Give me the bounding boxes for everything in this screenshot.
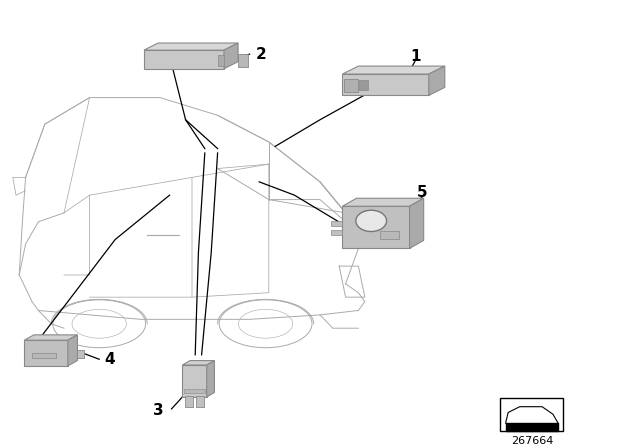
Text: 4: 4 xyxy=(105,352,115,367)
Bar xyxy=(500,398,563,431)
Polygon shape xyxy=(144,50,224,69)
Polygon shape xyxy=(429,66,445,95)
Polygon shape xyxy=(342,66,445,74)
Text: 5: 5 xyxy=(417,185,428,200)
Polygon shape xyxy=(342,198,424,206)
Bar xyxy=(380,231,399,239)
Bar xyxy=(331,221,342,226)
Bar xyxy=(184,389,205,393)
Bar xyxy=(344,78,358,92)
Bar xyxy=(196,396,204,407)
Text: 3: 3 xyxy=(154,403,164,418)
Polygon shape xyxy=(24,340,68,366)
Text: 267664: 267664 xyxy=(511,436,553,446)
Polygon shape xyxy=(342,74,429,95)
Polygon shape xyxy=(182,361,214,365)
Bar xyxy=(218,56,224,66)
Bar xyxy=(331,230,342,235)
Polygon shape xyxy=(24,335,77,340)
Polygon shape xyxy=(342,206,410,248)
Bar xyxy=(238,54,248,66)
Polygon shape xyxy=(144,43,238,50)
Polygon shape xyxy=(224,43,238,69)
Bar xyxy=(185,396,193,407)
Text: 2: 2 xyxy=(256,47,266,62)
Polygon shape xyxy=(207,361,214,397)
Bar xyxy=(32,353,56,358)
Bar xyxy=(359,80,368,90)
Polygon shape xyxy=(410,198,424,248)
Bar xyxy=(77,350,84,358)
Polygon shape xyxy=(68,335,77,366)
Text: 1: 1 xyxy=(411,49,421,64)
Polygon shape xyxy=(182,365,207,397)
Circle shape xyxy=(356,210,387,232)
